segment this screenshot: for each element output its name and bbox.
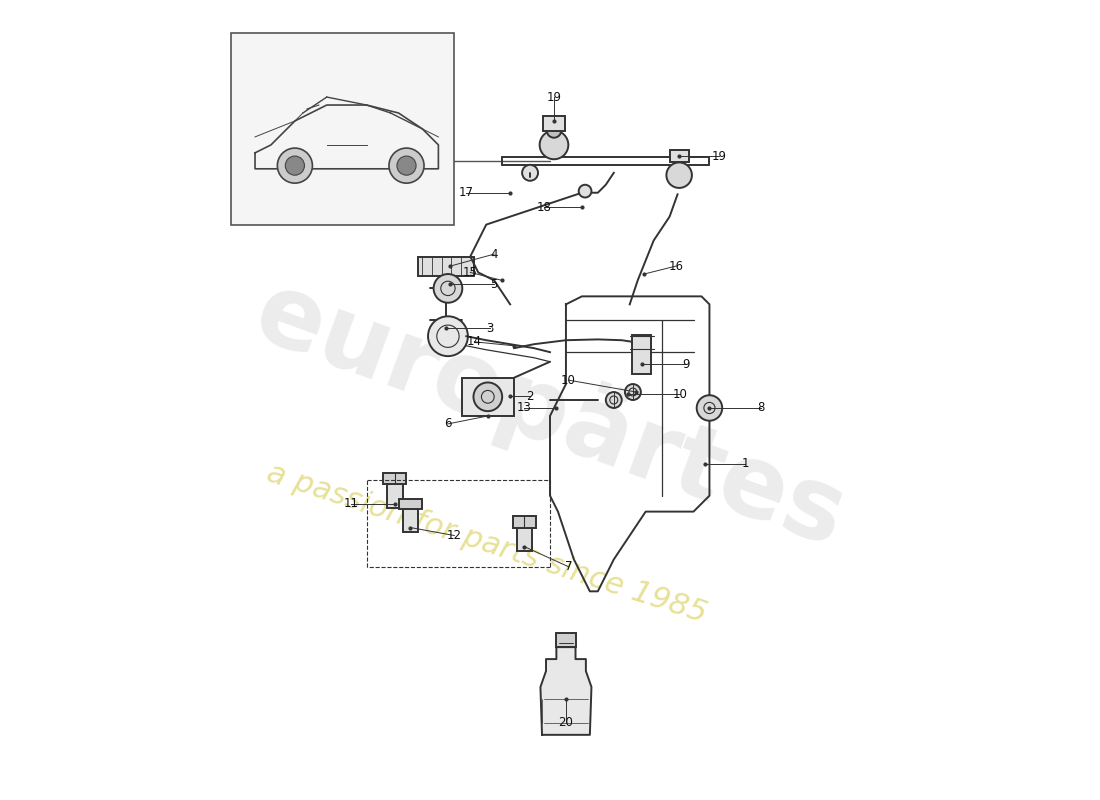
Bar <box>403 510 418 531</box>
Text: 19: 19 <box>712 150 726 162</box>
Circle shape <box>433 274 462 302</box>
Circle shape <box>397 156 416 175</box>
Bar <box>386 484 403 508</box>
Bar <box>231 34 454 225</box>
Circle shape <box>606 392 621 408</box>
Circle shape <box>428 316 468 356</box>
Bar <box>514 516 536 527</box>
Bar <box>517 527 532 551</box>
Circle shape <box>667 162 692 188</box>
Text: 13: 13 <box>516 402 531 414</box>
Bar <box>384 473 406 484</box>
Text: 12: 12 <box>447 529 462 542</box>
Text: 18: 18 <box>536 201 551 214</box>
Text: 7: 7 <box>564 560 572 573</box>
Circle shape <box>277 148 312 183</box>
Text: 16: 16 <box>669 259 683 273</box>
Bar <box>542 116 565 130</box>
Text: 15: 15 <box>463 266 477 279</box>
Text: 14: 14 <box>466 335 482 348</box>
Text: 4: 4 <box>491 248 498 261</box>
Text: 6: 6 <box>444 418 452 430</box>
Text: 19: 19 <box>547 90 561 103</box>
Circle shape <box>473 382 503 411</box>
Circle shape <box>285 156 305 175</box>
Text: 3: 3 <box>486 322 494 334</box>
Bar <box>632 334 651 374</box>
Text: 10: 10 <box>672 388 688 401</box>
Bar <box>557 633 575 647</box>
Bar <box>418 257 474 277</box>
Text: 9: 9 <box>683 358 690 370</box>
Text: 11: 11 <box>343 497 359 510</box>
Circle shape <box>547 123 561 138</box>
Text: 17: 17 <box>459 186 474 199</box>
Text: 5: 5 <box>491 278 498 291</box>
Text: 1: 1 <box>741 458 749 470</box>
Bar <box>462 378 514 416</box>
Text: 8: 8 <box>758 402 764 414</box>
Circle shape <box>522 165 538 181</box>
Bar <box>670 150 689 162</box>
Text: 20: 20 <box>559 716 573 730</box>
Circle shape <box>696 395 723 421</box>
Polygon shape <box>540 647 592 735</box>
Circle shape <box>625 384 641 400</box>
Circle shape <box>389 148 424 183</box>
Text: 2: 2 <box>526 390 534 402</box>
Text: europärtes: europärtes <box>242 263 858 569</box>
Circle shape <box>579 185 592 198</box>
Bar <box>399 499 421 510</box>
Circle shape <box>540 130 569 159</box>
Text: 10: 10 <box>561 374 575 386</box>
Text: a passion for parts since 1985: a passion for parts since 1985 <box>263 458 710 629</box>
